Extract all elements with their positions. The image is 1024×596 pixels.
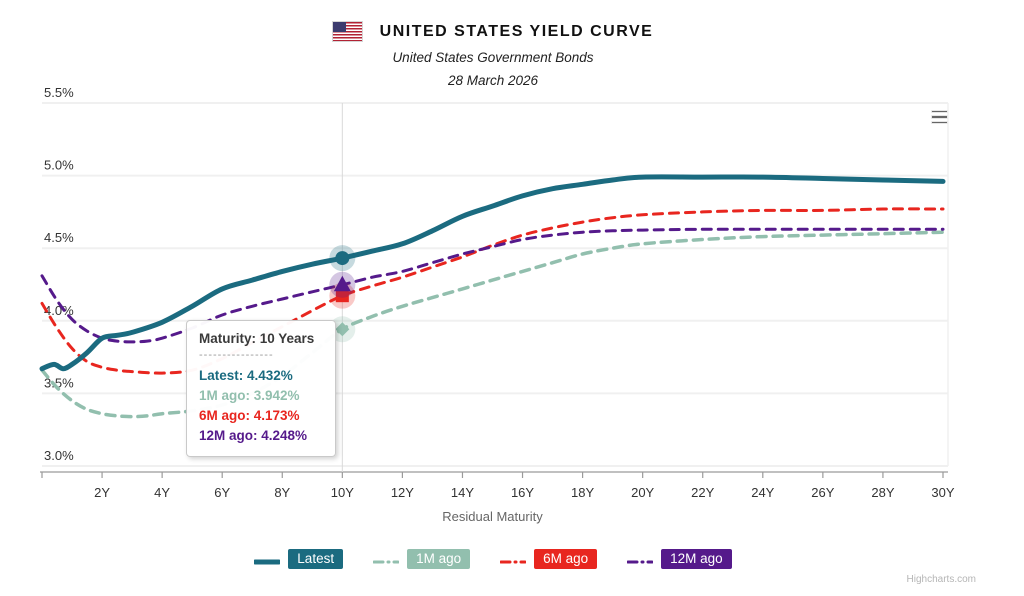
x-axis-label: 20Y bbox=[631, 485, 654, 500]
x-axis-label: 22Y bbox=[691, 485, 714, 500]
series-line-6m-ago[interactable] bbox=[40, 207, 945, 375]
legend: Latest 1M ago 6M ago 12M ago bbox=[0, 549, 986, 569]
chart-header: UNITED STATES YIELD CURVE United States … bbox=[0, 0, 986, 88]
series-marker-latest[interactable] bbox=[335, 251, 350, 266]
y-axis-label: 4.5% bbox=[44, 230, 74, 245]
y-axis-label: 5.5% bbox=[44, 85, 74, 100]
tooltip-title: Maturity: 10 Years bbox=[199, 331, 315, 346]
x-axis-label: 10Y bbox=[331, 485, 354, 500]
x-axis-label: 18Y bbox=[571, 485, 594, 500]
x-axis-label: 8Y bbox=[274, 485, 290, 500]
tooltip-divider: ---------------- bbox=[199, 349, 274, 361]
x-axis-label: 16Y bbox=[511, 485, 534, 500]
legend-item-6m-ago[interactable]: 6M ago bbox=[499, 549, 598, 569]
chart-date: 28 March 2026 bbox=[447, 73, 539, 88]
legend-item-1m-ago[interactable]: 1M ago bbox=[372, 549, 471, 569]
x-axis-label: 12Y bbox=[391, 485, 414, 500]
tooltip-row: 6M ago: 4.173% bbox=[199, 408, 300, 423]
hamburger-menu-icon[interactable] bbox=[927, 107, 951, 127]
legend-swatch-latest bbox=[252, 554, 282, 565]
legend-label-latest: Latest bbox=[288, 549, 344, 569]
series-line-12m-ago[interactable] bbox=[40, 227, 945, 344]
series-marker-12m-ago[interactable] bbox=[333, 275, 351, 292]
y-axis-label: 3.0% bbox=[44, 448, 74, 463]
series-marker-6m-ago[interactable] bbox=[335, 289, 349, 303]
legend-label-1m-ago: 1M ago bbox=[407, 549, 471, 569]
series-marker-1m-ago[interactable] bbox=[335, 322, 350, 337]
x-axis-label: 28Y bbox=[871, 485, 894, 500]
y-axis-label: 4.0% bbox=[44, 303, 74, 318]
legend-item-latest[interactable]: Latest bbox=[252, 549, 344, 569]
legend-swatch-12m-ago bbox=[626, 554, 654, 564]
legend-swatch-6m-ago bbox=[499, 554, 527, 564]
x-axis-label: 26Y bbox=[811, 485, 834, 500]
chart-subtitle: United States Government Bonds bbox=[392, 50, 594, 65]
series-line-1m-ago[interactable] bbox=[40, 230, 945, 419]
y-axis-label: 3.5% bbox=[44, 375, 74, 390]
x-axis-label: 6Y bbox=[214, 485, 230, 500]
tooltip: Maturity: 10 Years ---------------- Late… bbox=[186, 320, 336, 457]
legend-item-12m-ago[interactable]: 12M ago bbox=[626, 549, 732, 569]
x-axis-title: Residual Maturity bbox=[442, 509, 543, 524]
y-axis-label: 5.0% bbox=[44, 158, 74, 173]
x-axis-label: 2Y bbox=[94, 485, 110, 500]
chart-title: UNITED STATES YIELD CURVE bbox=[379, 22, 654, 40]
tooltip-row: 1M ago: 3.942% bbox=[199, 388, 300, 403]
series-line-latest[interactable] bbox=[39, 174, 946, 372]
tooltip-row: 12M ago: 4.248% bbox=[199, 428, 308, 443]
legend-swatch-1m-ago bbox=[372, 554, 400, 564]
legend-label-6m-ago: 6M ago bbox=[534, 549, 598, 569]
x-axis-label: 24Y bbox=[751, 485, 774, 500]
x-axis-label: 30Y bbox=[931, 485, 954, 500]
tooltip-row: Latest: 4.432% bbox=[199, 368, 293, 383]
x-axis-label: 14Y bbox=[451, 485, 474, 500]
x-axis-label: 4Y bbox=[154, 485, 170, 500]
us-flag-icon bbox=[332, 22, 362, 41]
highcharts-credit[interactable]: Highcharts.com bbox=[906, 574, 976, 585]
legend-label-12m-ago: 12M ago bbox=[661, 549, 732, 569]
